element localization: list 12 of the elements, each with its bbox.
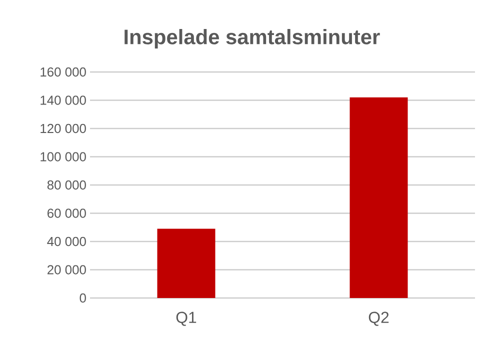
y-tick-label: 120 000: [40, 124, 86, 134]
x-tick-label: Q2: [368, 312, 389, 326]
y-tick-label: 80 000: [47, 180, 86, 190]
y-tick-label: 160 000: [40, 67, 86, 77]
y-tick-label: 40 000: [47, 236, 86, 246]
y-tick-label: 0: [80, 293, 86, 303]
y-tick-label: 20 000: [48, 265, 86, 274]
chart-title: Inspelade samtalsminuter: [124, 29, 380, 49]
x-tick-label: Q1: [176, 312, 196, 326]
y-tick-label: 100 000: [40, 152, 86, 162]
y-tick-label: 60 000: [48, 208, 86, 218]
y-tick-label: 140 000: [40, 96, 86, 105]
